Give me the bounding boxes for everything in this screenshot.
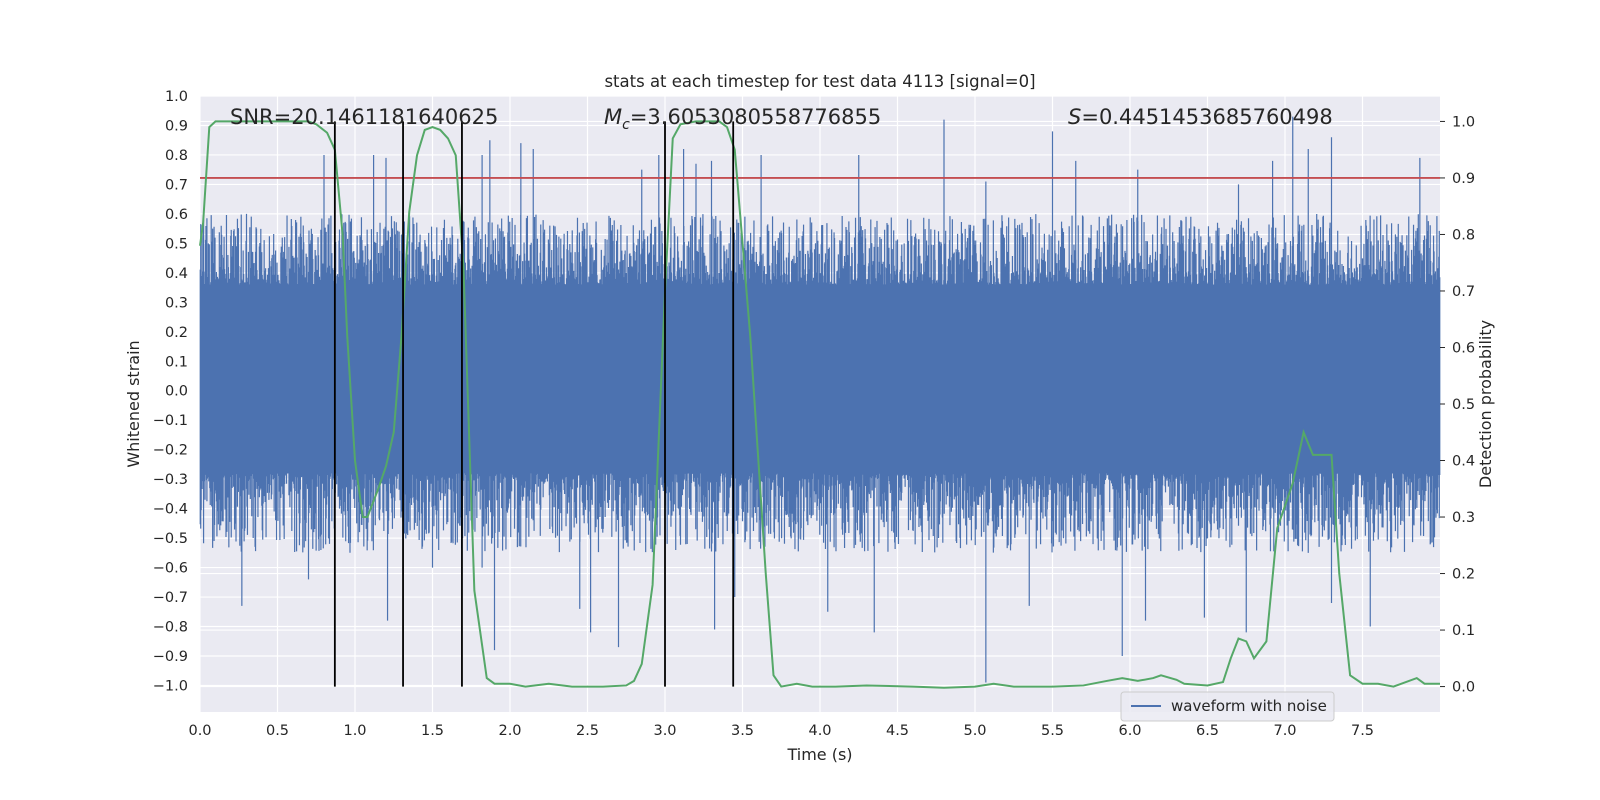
- y2-tick-label: 0.0: [1452, 680, 1475, 696]
- y2-tick-label: 0.9: [1452, 171, 1475, 187]
- x-tick-label: 5.5: [1041, 723, 1064, 739]
- y2-tick-label: 0.5: [1452, 397, 1475, 413]
- y2-tick-label: 0.7: [1452, 284, 1475, 300]
- y2-tick-label: 1.0: [1452, 114, 1475, 130]
- y-tick-label: −0.2: [153, 443, 188, 459]
- y-tick-label: −1.0: [153, 678, 188, 694]
- legend-box: [1120, 691, 1335, 722]
- x-tick-label: 2.5: [576, 723, 599, 739]
- y-tick-label: −0.5: [153, 531, 188, 547]
- y-axis-label: Whitened strain: [124, 340, 143, 467]
- strain-waveform: [199, 116, 1441, 683]
- vertical-markers: [333, 121, 735, 687]
- x-tick-label: 5.0: [963, 723, 986, 739]
- chirp-mass-annotation: Mc=3.6053080558776855: [604, 105, 881, 133]
- chart-title: stats at each timestep for test data 411…: [604, 72, 1035, 91]
- y2-tick-label: 0.2: [1452, 567, 1475, 583]
- y2-tick-label: 0.8: [1452, 227, 1475, 243]
- x-tick-label: 4.5: [886, 723, 909, 739]
- s-symbol: S: [1068, 105, 1081, 129]
- y-tick-label: −0.7: [153, 590, 188, 606]
- x-tick-label: 3.0: [653, 723, 676, 739]
- y2-tick-label: 0.6: [1452, 340, 1475, 356]
- x-tick-label: 6.5: [1196, 723, 1219, 739]
- y-tick-label: 0.2: [165, 325, 188, 341]
- chirp-mass-symbol: M: [604, 105, 622, 129]
- y2-tick-label: 0.3: [1452, 510, 1475, 526]
- chirp-mass-value: =3.6053080558776855: [630, 105, 881, 129]
- x-tick-label: 7.5: [1351, 723, 1374, 739]
- x-tick-label: 7.0: [1273, 723, 1296, 739]
- y-tick-label: −0.9: [153, 649, 188, 665]
- y2-axis-label: Detection probability: [1476, 320, 1495, 488]
- y-tick-label: 0.3: [165, 295, 188, 311]
- y-tick-label: 0.6: [165, 207, 188, 223]
- y-tick-label: −0.8: [153, 620, 188, 636]
- y-tick-label: 0.0: [165, 384, 188, 400]
- s-annotation: S=0.4451453685760498: [1068, 105, 1333, 129]
- probability-series: [199, 120, 1440, 689]
- chirp-mass-subscript: c: [622, 117, 630, 133]
- y2-tick-label: 0.4: [1452, 454, 1475, 470]
- axis-ticks: 0.0 0.5 1.0 1.5 2.0 2.5 3.0 3.5 4.0 4.5 5.0 5.5 6.0 6…: [153, 89, 1475, 739]
- x-tick-label: 6.0: [1118, 723, 1141, 739]
- x-tick-label: 4.0: [808, 723, 831, 739]
- y-tick-label: 0.8: [165, 148, 188, 164]
- y-tick-label: −0.3: [153, 472, 188, 488]
- y-tick-label: 0.7: [165, 177, 188, 193]
- y-tick-label: 0.5: [165, 236, 188, 252]
- y-tick-label: 0.1: [165, 354, 188, 370]
- x-tick-label: 0.5: [266, 723, 289, 739]
- s-value: =0.4451453685760498: [1081, 105, 1332, 129]
- probability-curve: [199, 120, 1440, 689]
- x-tick-label: 1.0: [343, 723, 366, 739]
- y-tick-label: −0.6: [153, 561, 188, 577]
- x-tick-label: 0.0: [188, 723, 211, 739]
- legend-label: waveform with noise: [1171, 697, 1327, 715]
- y-tick-label: 1.0: [165, 89, 188, 105]
- x-tick-label: 3.5: [731, 723, 754, 739]
- y-tick-label: −0.1: [153, 413, 188, 429]
- legend: waveform with noise: [1120, 691, 1335, 722]
- x-axis-label: Time (s): [786, 745, 852, 764]
- y-tick-label: 0.4: [165, 266, 188, 282]
- y-tick-label: −0.4: [153, 502, 188, 518]
- strain-series: [199, 116, 1441, 683]
- x-tick-label: 2.0: [498, 723, 521, 739]
- x-tick-label: 1.5: [421, 723, 444, 739]
- snr-annotation: SNR=20.1461181640625: [230, 105, 498, 129]
- y2-tick-label: 0.1: [1452, 623, 1475, 639]
- y-tick-label: 0.9: [165, 118, 188, 134]
